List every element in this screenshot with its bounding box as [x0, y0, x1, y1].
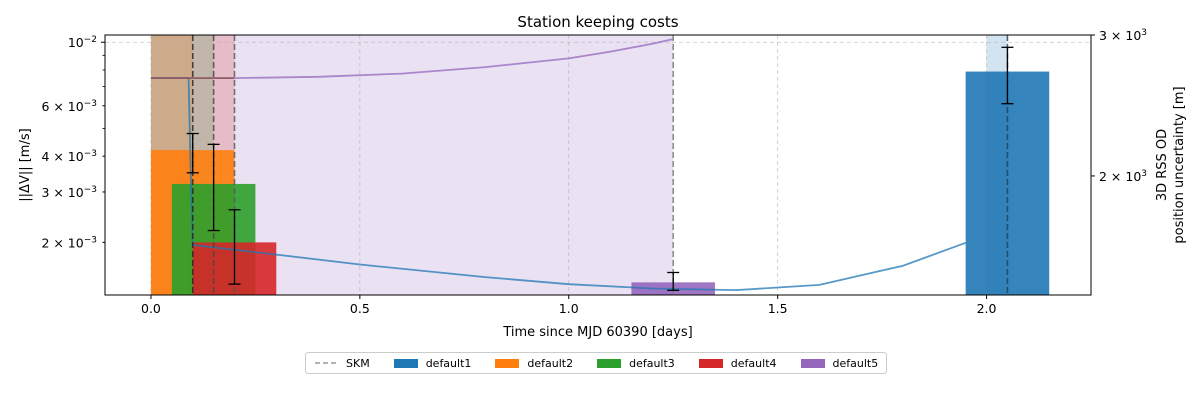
x-axis-label: Time since MJD 60390 [days] — [502, 325, 692, 340]
y-tick-label-2: 4 × 10−3 — [41, 149, 97, 164]
plot-area — [105, 35, 1091, 295]
uncertainty-curve-default5 — [151, 38, 674, 79]
legend-item-default2: default2 — [495, 357, 573, 370]
x-tick-label-0: 0.0 — [141, 301, 161, 316]
x-tick-label-2: 1.0 — [559, 301, 579, 316]
legend-label-default1: default1 — [425, 356, 472, 370]
legend-item-default5: default5 — [800, 356, 879, 370]
legend-dash-icon — [315, 362, 337, 364]
y-axis-label: ||ΔV|| [m/s] — [18, 128, 33, 201]
uncertainty-curve-default1 — [151, 77, 967, 292]
y-tick-label-1: 6 × 10−3 — [41, 99, 97, 114]
legend-label-default2: default2 — [527, 356, 574, 370]
y-right-tick-label-0: 3 × 103 — [1099, 28, 1147, 43]
legend-item-skm: SKM — [314, 357, 370, 370]
y-tick-label-3: 3 × 10−3 — [41, 185, 97, 200]
y-right-tick-label-1: 2 × 103 — [1099, 169, 1147, 184]
legend-item-default4: default4 — [698, 356, 777, 370]
legend-label-default4: default4 — [730, 356, 777, 370]
chart-legend: SKM default1 default2 default3 default4 … — [305, 352, 888, 374]
x-tick-label-4: 2.0 — [977, 301, 997, 316]
y-tick-label-4: 2 × 10−3 — [41, 235, 97, 250]
legend-item-default1: default1 — [393, 356, 472, 370]
y-right-axis-label-line-0: 3D RSS OD — [1155, 129, 1170, 201]
legend-swatch-default4 — [698, 358, 723, 368]
legend-swatch-default2 — [495, 358, 520, 368]
y-tick-label-0: 10−2 — [68, 35, 97, 50]
legend-item-default3: default3 — [597, 357, 675, 370]
legend-swatch-default3 — [597, 358, 622, 368]
chart-title: Station keeping costs — [517, 13, 678, 31]
x-tick-label-1: 0.5 — [350, 301, 370, 316]
plot-frame — [104, 34, 1092, 296]
y-right-axis-label-line-1: position uncertainty [m] — [1172, 86, 1187, 243]
legend-label-default3: default3 — [629, 356, 675, 370]
legend-label-skm: SKM — [346, 356, 370, 370]
x-tick-label-3: 1.5 — [768, 301, 788, 316]
legend-label-default5: default5 — [832, 356, 879, 370]
legend-swatch-default1 — [393, 358, 418, 368]
legend-swatch-default5 — [800, 358, 825, 368]
